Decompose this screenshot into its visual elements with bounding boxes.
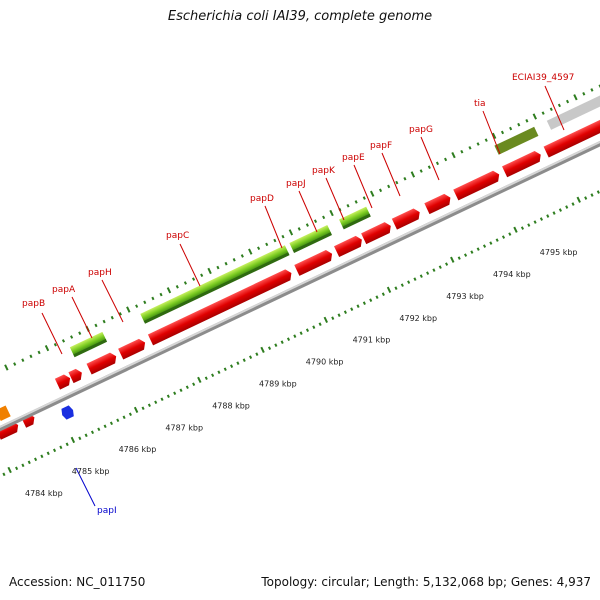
- cds-forward-track: [0, 92, 600, 440]
- upper-tick-track: [4, 84, 600, 371]
- cds-arrow[interactable]: [0, 420, 21, 440]
- kbp-label: 4792 kbp: [399, 314, 437, 323]
- gene-leader-line: [420, 136, 440, 181]
- kbp-label: 4785 kbp: [72, 467, 110, 476]
- gene-label-tia[interactable]: tia: [474, 99, 486, 109]
- gene-bar-papE[interactable]: [289, 225, 332, 252]
- cds-arrow[interactable]: [86, 351, 118, 375]
- cds-papI[interactable]: [60, 405, 76, 421]
- accession-text: Accession: NC_011750: [9, 575, 146, 589]
- map-title: Escherichia coli IAI39, complete genome: [167, 9, 433, 24]
- gene-label-papB[interactable]: papB: [22, 299, 45, 309]
- gene-label-papI[interactable]: papI: [97, 506, 117, 516]
- cds-arrow[interactable]: [424, 192, 453, 215]
- gene-leader-line: [353, 164, 373, 209]
- gene-leader-line: [41, 312, 63, 355]
- kbp-label: 4794 kbp: [493, 270, 531, 279]
- gene-leader-line: [101, 279, 124, 323]
- gene-label-papF[interactable]: papF: [370, 141, 392, 151]
- kbp-label: 4791 kbp: [353, 336, 391, 345]
- kbp-label: 4786 kbp: [119, 445, 157, 454]
- gene-label-ECIAI39_4597[interactable]: ECIAI39_4597: [512, 73, 574, 83]
- cds-arrow[interactable]: [453, 169, 502, 201]
- genome-summary-text: Topology: circular; Length: 5,132,068 bp…: [261, 575, 591, 589]
- gene-label-papK[interactable]: papK: [312, 166, 336, 176]
- kbp-label: 4787 kbp: [165, 423, 203, 432]
- gene-label-papH[interactable]: papH: [88, 268, 112, 278]
- gene-label-papA[interactable]: papA: [52, 285, 76, 295]
- gene-label-papJ[interactable]: papJ: [286, 179, 306, 189]
- gene-leader-line: [544, 85, 565, 131]
- cds-arrow[interactable]: [334, 234, 364, 258]
- cds-arrow[interactable]: [118, 337, 148, 360]
- kbp-label: 4790 kbp: [306, 358, 344, 367]
- kbp-label: 4793 kbp: [446, 292, 484, 301]
- gene-leader-line: [75, 467, 96, 507]
- gene-label-papC[interactable]: papC: [166, 231, 189, 241]
- gene-leader-line: [325, 177, 345, 221]
- cds-arrow[interactable]: [147, 268, 294, 346]
- lower-tick-track: [2, 190, 600, 477]
- kbp-label: 4789 kbp: [259, 380, 297, 389]
- gene-leader-line: [71, 296, 93, 339]
- cds-arrow[interactable]: [294, 248, 334, 276]
- gene-leader-line: [482, 110, 501, 155]
- gene-leader-line: [264, 205, 283, 249]
- cds-arrow[interactable]: [502, 149, 543, 178]
- gene-bar-papK[interactable]: [339, 206, 370, 228]
- gene-label-papD[interactable]: papD: [250, 194, 274, 204]
- kbp-label: 4784 kbp: [25, 489, 63, 498]
- cds-arrow[interactable]: [391, 207, 422, 230]
- cds-arrow[interactable]: [68, 367, 84, 384]
- gene-leader-line: [381, 152, 401, 197]
- gene-leader-line: [179, 243, 201, 287]
- gene-bar-ECIAI39_4597[interactable]: [546, 73, 600, 130]
- kbp-label: 4788 kbp: [212, 401, 250, 410]
- cds-arrow[interactable]: [361, 220, 393, 245]
- cds-arrow[interactable]: [54, 373, 73, 390]
- orange-feature[interactable]: [0, 405, 11, 422]
- cds-arrow[interactable]: [543, 92, 600, 158]
- gene-bar-tia[interactable]: [494, 126, 539, 155]
- gene-label-papE[interactable]: papE: [342, 153, 365, 163]
- gene-leader-line: [298, 190, 318, 233]
- gene-bar-papA[interactable]: [69, 331, 107, 356]
- gene-bar-papC[interactable]: [140, 245, 289, 322]
- gene-label-papG[interactable]: papG: [409, 125, 433, 135]
- kbp-label: 4795 kbp: [540, 248, 578, 257]
